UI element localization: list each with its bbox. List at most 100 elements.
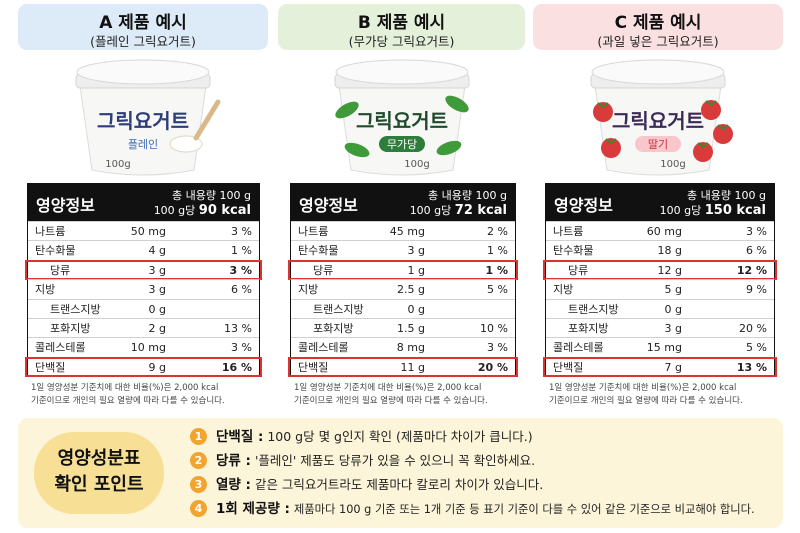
nutrient-amount: 60 mg (646, 225, 682, 238)
product-subtitle: (무가당 그릭요거트) (348, 34, 455, 49)
table-row: 단백질 7 g 13 % (543, 356, 777, 378)
cup-flavor: 플레인 (128, 138, 158, 151)
nutrition-table: 영양정보 총 내용량 100 g 100 g당 90 kcal 나트륨 50 mg 3 %… (25, 183, 262, 378)
table-row: 지방 3 g 6 % (28, 279, 259, 298)
nutrient-name: 지방 (35, 283, 56, 297)
nutrient-name: 단백질 (553, 360, 584, 374)
table-row: 단백질 11 g 20 % (288, 356, 518, 378)
strawberry (593, 102, 613, 122)
nutrient-amount: 50 mg (130, 225, 166, 238)
nutrient-amount: 2 g (148, 322, 166, 335)
point-label: 1회 제공량 : (216, 501, 290, 517)
strawberry-leaf (697, 142, 709, 149)
nutrient-amount: 1.5 g (397, 322, 425, 335)
cup-flavor: 무가당 (386, 138, 416, 151)
cup-lid (76, 59, 210, 85)
point-label: 열량 : (216, 477, 251, 493)
table-row: 당류 1 g 1 % (288, 259, 518, 281)
nutrient-percent: 5 % (746, 341, 767, 355)
table-title: 영양정보 (299, 196, 358, 215)
leaf (444, 95, 469, 113)
cup-lid (591, 59, 725, 85)
energy-basis: 100 g당 (409, 204, 452, 217)
table-energy: 100 g당 150 kcal (660, 202, 766, 218)
highlight-box (288, 356, 518, 378)
table-row: 지방 2.5 g 5 % (291, 279, 515, 298)
nutrient-percent: 20 % (477, 360, 508, 374)
nutrient-amount: 0 g (148, 302, 166, 316)
nutrient-amount: 45 mg (389, 225, 425, 238)
nutrient-percent: 2 % (487, 225, 508, 238)
nutrient-percent: 6 % (746, 244, 767, 258)
table-row: 탄수화물 3 g 1 % (291, 240, 515, 259)
product-header: C 제품 예시 (과일 넣은 그릭요거트) (533, 4, 783, 50)
nutrient-name: 나트륨 (553, 225, 584, 238)
nutrient-amount: 2.5 g (397, 283, 425, 297)
product-title: B 제품 예시 (357, 13, 446, 33)
table-total: 총 내용량 100 g (428, 189, 507, 202)
table-row: 트랜스지방 0 g (546, 298, 774, 318)
nutrient-percent: 6 % (231, 283, 252, 297)
table-row: 콜레스테롤 8 mg 3 % (291, 337, 515, 356)
cup-body (594, 85, 722, 176)
nutrient-name: 단백질 (298, 360, 329, 374)
nutrient-percent: 1 % (231, 244, 252, 258)
table-row: 포화지방 3 g 20 % (546, 318, 774, 337)
nutrient-name: 콜레스테롤 (553, 341, 604, 355)
product-header: B 제품 예시 (무가당 그릭요거트) (278, 4, 525, 50)
table-row: 나트륨 45 mg 2 % (291, 221, 515, 240)
point-number: 1 (190, 428, 207, 445)
footnote: 1일 영양성분 기준치에 대한 비율(%)은 2,000 kcal (31, 383, 219, 393)
tips-box: 영양성분표 확인 포인트 1 단백질 : 100 g당 몇 g인지 확인 (제품마다 … (18, 418, 783, 528)
point-text: 1회 제공량 : 제품마다 100 g 기준 또는 1개 기준 등 표기 기준이… (216, 500, 755, 518)
nutrient-percent: 9 % (746, 283, 767, 297)
table-row: 콜레스테롤 10 mg 3 % (28, 337, 259, 356)
table-row: 탄수화물 4 g 1 % (28, 240, 259, 259)
nutrient-amount: 15 mg (646, 341, 682, 355)
point-number: 4 (190, 500, 207, 517)
nutrient-name: 단백질 (35, 360, 66, 374)
nutrient-percent: 3 % (229, 263, 252, 277)
nutrient-name: 탄수화물 (35, 244, 76, 258)
strawberry-leaf (705, 100, 717, 107)
nutrient-percent: 3 % (746, 225, 767, 238)
highlight-box (543, 259, 777, 281)
nutrient-percent: 3 % (231, 341, 252, 355)
strawberry (601, 138, 621, 158)
cup-body (337, 85, 466, 176)
highlight-box (25, 356, 262, 378)
cup-lid (335, 59, 468, 85)
nutrient-percent: 10 % (480, 322, 508, 335)
nutrient-amount: 10 mg (130, 341, 166, 355)
nutrient-amount: 0 g (664, 302, 682, 316)
footnote: 기준이므로 개인의 필요 열량에 따라 다를 수 있습니다. (31, 396, 225, 406)
highlight-box (288, 259, 518, 281)
energy-basis: 100 g당 (153, 204, 196, 217)
nutrient-name: 탄수화물 (553, 244, 594, 258)
flavor-badge (378, 136, 425, 152)
nutrient-amount: 3 g (407, 244, 425, 258)
flavor-badge (635, 136, 681, 152)
point-text: 단백질 : 100 g당 몇 g인지 확인 (제품마다 차이가 큽니다.) (216, 428, 533, 446)
leaf (344, 142, 369, 158)
cup-weight: 100g (105, 159, 130, 170)
product-title: A 제품 예시 (99, 13, 187, 33)
cup-brand: 그릭요거트 (97, 109, 189, 133)
cup-weight: 100g (404, 159, 429, 170)
nutrient-percent: 16 % (221, 360, 252, 374)
nutrient-name: 탄수화물 (298, 244, 339, 258)
highlight-box (25, 259, 262, 281)
yogurt-spoon (169, 135, 203, 153)
nutrient-amount: 8 mg (396, 341, 425, 355)
nutrient-amount: 3 g (664, 322, 682, 335)
table-row: 포화지방 1.5 g 10 % (291, 318, 515, 337)
nutrient-name: 포화지방 (568, 322, 609, 335)
nutrient-amount: 5 g (664, 283, 682, 297)
nutrient-percent: 3 % (487, 341, 508, 355)
nutrient-name: 당류 (313, 263, 334, 277)
nutrient-amount: 0 g (407, 302, 425, 316)
nutrient-amount: 9 g (148, 360, 166, 374)
nutrient-name: 트랜스지방 (568, 302, 619, 316)
strawberry-leaf (605, 138, 617, 145)
